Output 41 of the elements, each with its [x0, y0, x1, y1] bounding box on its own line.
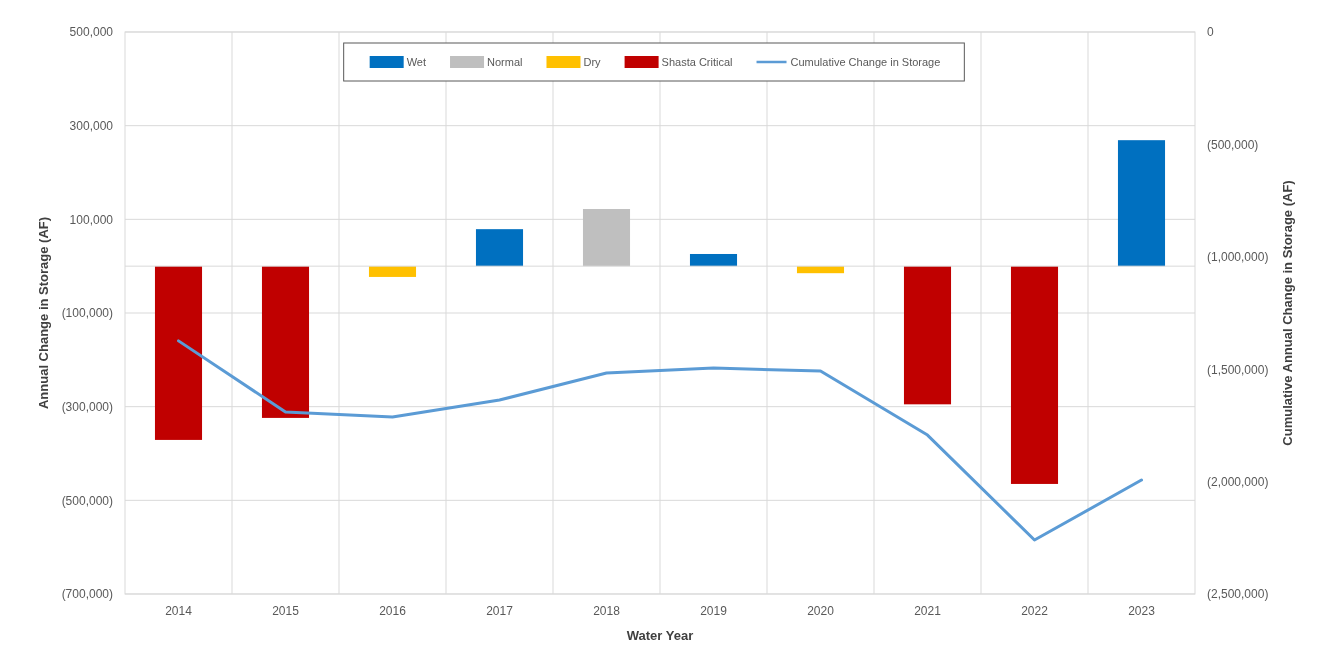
y2-tick-label: (2,500,000) — [1207, 587, 1269, 602]
y-tick-label: (300,000) — [61, 400, 113, 415]
x-tick-label: 2017 — [486, 603, 514, 618]
legend-label: Wet — [406, 56, 427, 68]
x-tick-label: 2019 — [700, 603, 728, 618]
x-axis-title: Water Year — [626, 628, 694, 643]
y-tick-label: (700,000) — [61, 587, 113, 602]
bar — [475, 229, 524, 267]
legend-label: Normal — [487, 56, 523, 68]
y-axis-title: Annual Change in Storage (AF) — [36, 216, 51, 410]
bar — [689, 253, 738, 267]
bar — [1117, 140, 1166, 267]
x-tick-label: 2016 — [379, 603, 407, 618]
x-tick-label: 2014 — [165, 603, 193, 618]
bar — [261, 266, 310, 418]
legend-label: Cumulative Change in Storage — [790, 56, 941, 68]
y2-tick-label: (2,000,000) — [1207, 474, 1269, 489]
bar — [903, 266, 952, 405]
x-tick-label: 2021 — [914, 603, 942, 618]
y2-tick-label: 0 — [1207, 25, 1214, 40]
y-tick-label: 100,000 — [69, 212, 114, 227]
x-tick-label: 2023 — [1128, 603, 1156, 618]
y-tick-label: 300,000 — [69, 119, 114, 134]
x-tick-label: 2018 — [593, 603, 621, 618]
bar — [1010, 266, 1059, 484]
x-tick-label: 2022 — [1021, 603, 1049, 618]
y2-tick-label: (1,000,000) — [1207, 250, 1269, 265]
bar — [368, 266, 417, 277]
y-tick-label: (500,000) — [61, 493, 113, 508]
legend-label: Dry — [583, 56, 602, 68]
x-tick-label: 2015 — [272, 603, 300, 618]
bar — [154, 266, 203, 440]
y-tick-label: 500,000 — [69, 25, 114, 40]
y-tick-label: (100,000) — [61, 306, 113, 321]
line-series — [177, 339, 1143, 542]
y2-tick-label: (1,500,000) — [1207, 362, 1269, 377]
x-tick-label: 2020 — [807, 603, 835, 618]
y2-tick-label: (500,000) — [1207, 137, 1259, 152]
y2-axis-title: Cumulative Annual Change in Storage (AF) — [1280, 180, 1295, 446]
legend-label: Shasta Critical — [661, 56, 733, 68]
bar — [582, 209, 631, 267]
